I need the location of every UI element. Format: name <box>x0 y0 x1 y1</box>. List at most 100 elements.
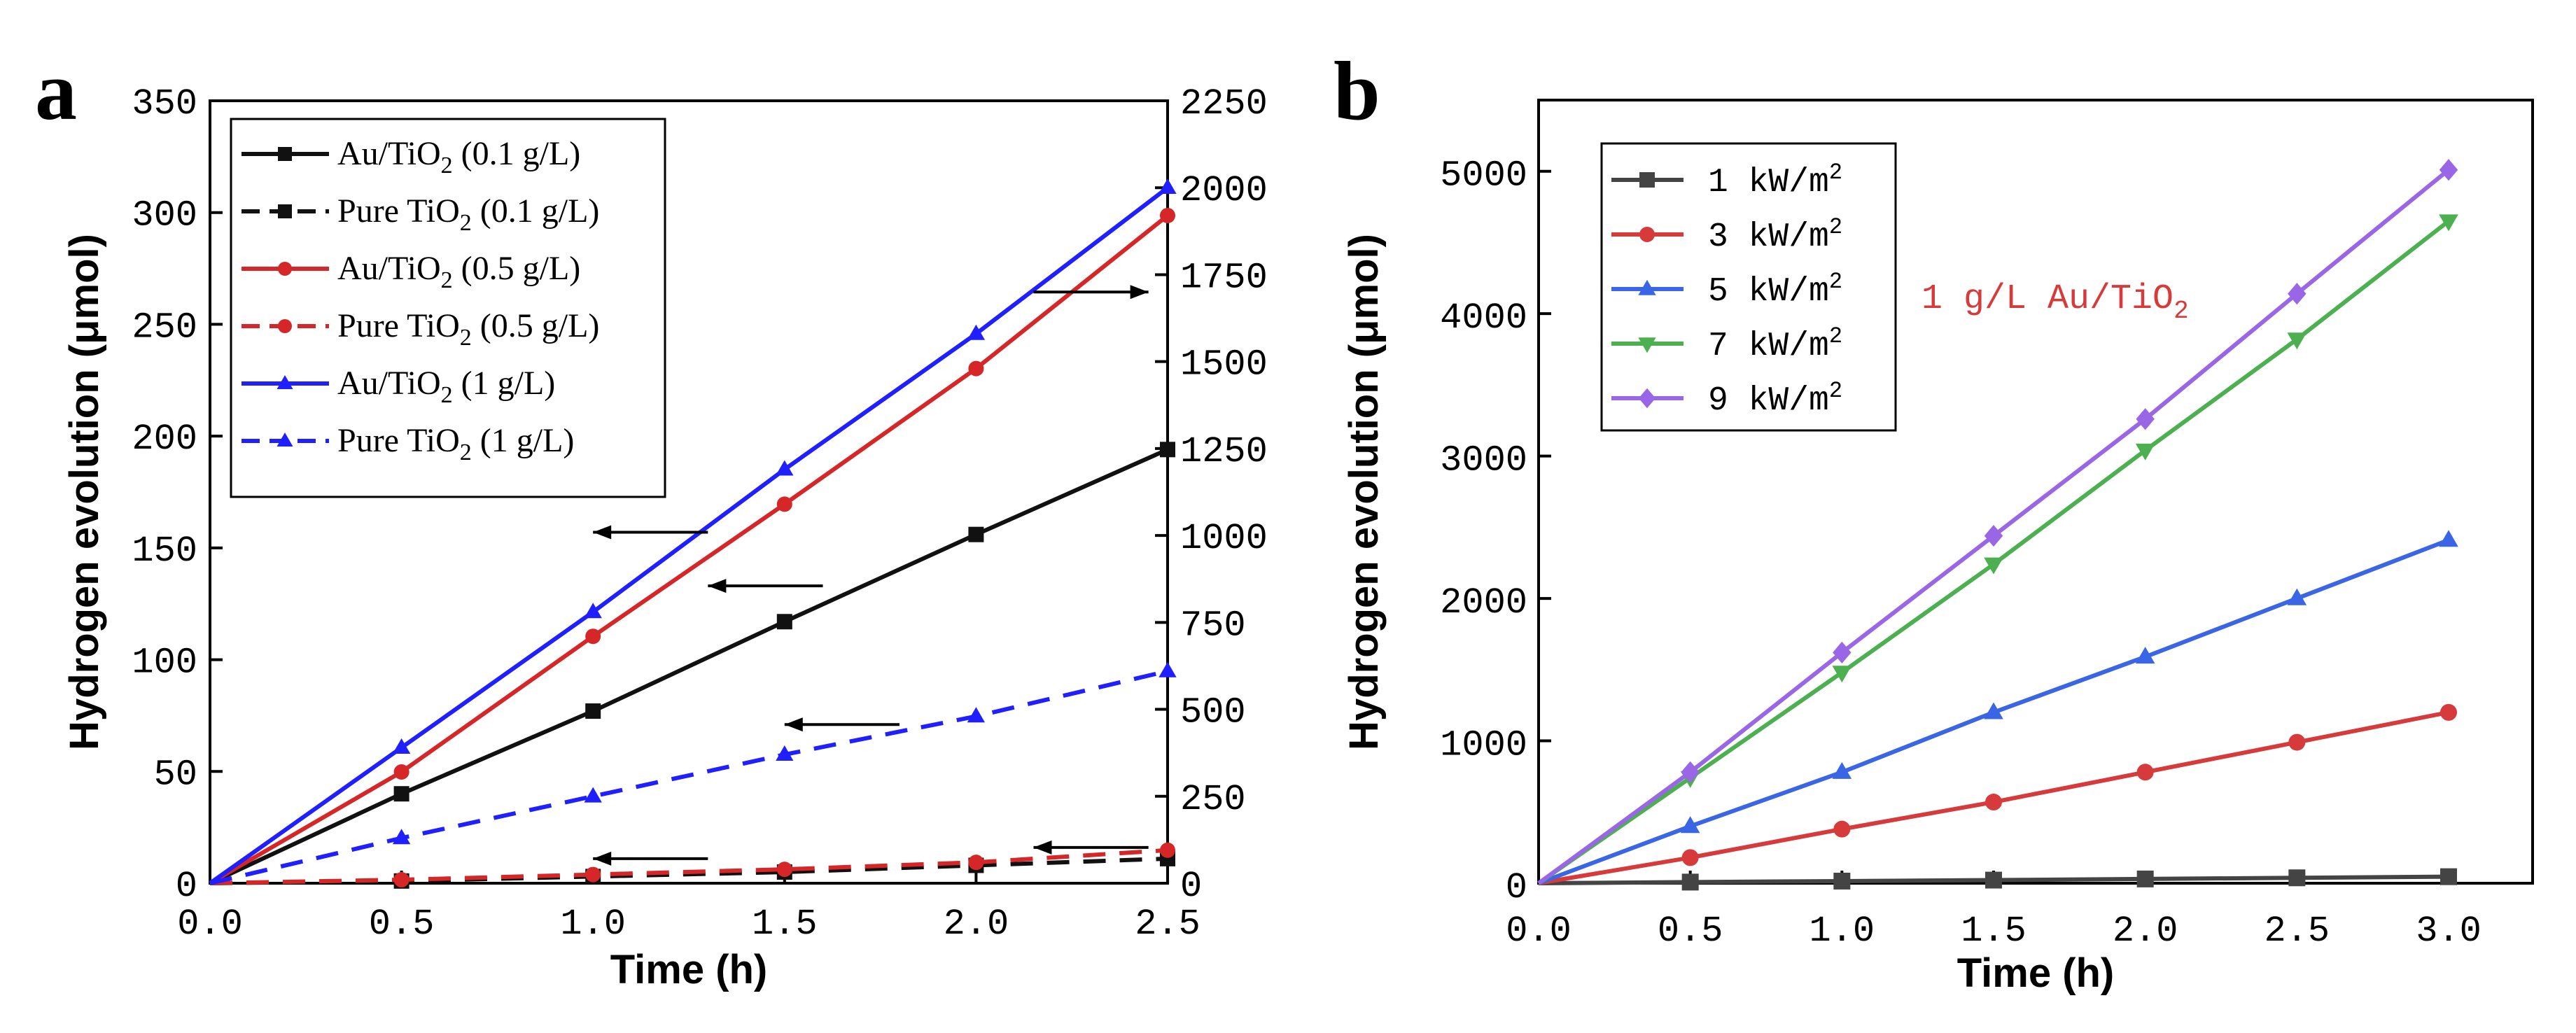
panel-a-arrow-right <box>1033 285 1149 300</box>
panel-a-arrow-left <box>593 851 708 866</box>
panel-a-data-point <box>968 526 984 542</box>
panel-a-legend-marker <box>278 262 292 276</box>
panel-b-series-0 <box>1538 868 2457 891</box>
panel-b-data-point <box>1985 871 2002 889</box>
panel-b-data-point <box>1833 820 1851 838</box>
panel-b-data-point <box>2440 868 2457 885</box>
panel-a-data-point <box>585 628 601 645</box>
panel-b-legend-marker <box>1639 227 1655 242</box>
panel-b-data-point <box>2288 733 2306 751</box>
panel-a-y-tick-label: 50 <box>154 754 197 795</box>
panel-a-data-point <box>585 703 601 719</box>
panel-a-legend-entry: Au/TiO2 (1 g/L) <box>241 365 555 408</box>
panel-a-series-line <box>209 668 1168 885</box>
panel-a-legend-label: Pure TiO2 (0.1 g/L) <box>337 192 599 236</box>
panel-b-label: b <box>1334 44 1380 137</box>
panel-a-legend-entry: Pure TiO2 (0.5 g/L) <box>241 307 599 351</box>
panel-a-y2-tick-label: 2250 <box>1180 83 1268 125</box>
panel-a-plot-frame <box>209 99 1169 885</box>
panel-b-data-point <box>2439 214 2458 232</box>
panel-a-arrow-left <box>784 717 899 732</box>
panel-a-y2-tick-label: 750 <box>1180 605 1246 646</box>
panel-b-x-tick-label: 3.0 <box>2416 911 2482 952</box>
panel-a-arrow-left <box>708 579 823 593</box>
panel-b-x-tick-label: 1.0 <box>1809 911 1875 952</box>
panel-a-y2-tick-label: 1750 <box>1180 257 1268 298</box>
panel-a-legend-entry: Au/TiO2 (0.1 g/L) <box>241 135 580 178</box>
panel-b-data-point <box>1832 666 1852 683</box>
panel-a-y-tick-label: 200 <box>132 419 197 460</box>
panel-b-data-point <box>1832 761 1852 779</box>
panel-b-data-point <box>1681 849 1699 866</box>
panel-b-data-point <box>1681 873 1699 891</box>
panel-a-series <box>209 178 1177 889</box>
panel-b-data-point <box>2287 332 2307 350</box>
panel-b-legend-marker <box>1639 172 1655 188</box>
panel-b-data-point <box>2439 530 2458 547</box>
panel-a-data-point <box>393 872 410 888</box>
panel-a-x-tick-label: 1.0 <box>560 904 626 945</box>
panel-b-legend-label: 9 kW/m2 <box>1708 378 1842 420</box>
panel-a-x-tick-label: 0.0 <box>177 904 243 945</box>
panel-a-y2-tick-label: 1500 <box>1180 344 1268 386</box>
panel-a-x-tick-label: 1.5 <box>752 904 818 945</box>
panel-b-data-point <box>1985 794 2002 811</box>
panel-a-legend-box <box>230 118 666 498</box>
panel-b-legend-label: 7 kW/m2 <box>1708 323 1842 365</box>
panel-a-legend-marker <box>278 319 292 333</box>
panel-a-y-label: Hydrogen evolution (μmol) <box>62 234 107 750</box>
panel-b-x-tick-label: 2.5 <box>2264 911 2330 952</box>
panel-a-data-point <box>776 862 792 878</box>
panel-a-data-point <box>776 745 794 761</box>
panel-a-series-line <box>209 447 1169 885</box>
panel-b-legend-entry: 5 kW/m2 <box>1611 269 1842 311</box>
panel-b: b 0.0 0.5 1.0 1.5 2.0 2.5 3.0 0 1000 2000 3000 400… <box>1334 44 2534 996</box>
panel-a-x-tick-label: 0.5 <box>369 904 435 945</box>
panel-a-data-point <box>967 324 986 340</box>
panel-b-data-point <box>1984 702 2003 719</box>
panel-b-data-point <box>2135 443 2155 461</box>
panel-b-series-2 <box>1537 530 2458 885</box>
panel-b-legend: 1 kW/m2 3 kW/m2 5 kW/m2 7 kW/m2 9 kW/m2 <box>1600 142 1897 432</box>
panel-a-y-tick-label: 100 <box>132 642 197 684</box>
panel-b-x-tick-label: 1.5 <box>1961 911 2026 952</box>
panel-b-y-tick-label: 1000 <box>1440 725 1527 766</box>
panel-a-data-point <box>776 496 792 512</box>
panel-a-y-tick-label: 350 <box>132 83 197 125</box>
panel-b-x-label: Time (h) <box>1957 950 2115 996</box>
panel-a-legend-entry: Pure TiO2 (1 g/L) <box>241 422 574 465</box>
panel-b-legend-label: 1 kW/m2 <box>1708 160 1842 202</box>
panel-b-legend-entry: 3 kW/m2 <box>1611 214 1842 256</box>
panel-a: a 0.0 0.5 1.0 1.5 2.0 2.5 0 50 100 150 200 250 300 3… <box>35 44 1268 992</box>
panel-a-series-line <box>209 185 1169 885</box>
panel-a-data-point <box>585 866 601 883</box>
panel-b-legend-label: 3 kW/m2 <box>1708 214 1842 256</box>
panel-a-data-point <box>393 786 410 802</box>
panel-a-y2-tick-label: 500 <box>1180 692 1246 733</box>
panel-b-legend-entry: 9 kW/m2 <box>1611 378 1842 420</box>
panel-a-data-point <box>393 764 410 780</box>
panel-b-series <box>1537 159 2458 891</box>
panel-a-data-point <box>392 738 411 754</box>
panel-a-data-point <box>968 360 984 377</box>
panel-b-data-point <box>1833 641 1851 664</box>
panel-a-data-point <box>392 829 411 845</box>
panel-a-y2-tick-label: 1000 <box>1180 518 1268 559</box>
panel-b-y-label: Hydrogen evolution (μmol) <box>1341 234 1387 750</box>
panel-a-data-point <box>968 855 984 871</box>
panel-b-y-tick-label: 2000 <box>1440 582 1527 624</box>
panel-b-data-point <box>1680 816 1700 834</box>
panel-a-y-tick-label: 250 <box>132 307 197 348</box>
panel-a-series-3 <box>209 842 1175 888</box>
panel-b-series-4 <box>1537 159 2458 885</box>
panel-b-series-1 <box>1538 703 2457 885</box>
panel-b-y-tick-label: 3000 <box>1440 440 1527 482</box>
panel-a-data-point <box>967 707 986 723</box>
panel-a-legend-label: Au/TiO2 (0.1 g/L) <box>337 135 580 178</box>
panel-b-data-point <box>1984 524 2003 547</box>
panel-b-data-point <box>2288 869 2306 887</box>
panel-a-data-point <box>1160 207 1175 223</box>
panel-a-y2-tick-label: 250 <box>1180 779 1246 820</box>
panel-a-x-tick-label: 2.5 <box>1135 904 1200 945</box>
panel-b-legend-entry: 1 kW/m2 <box>1611 160 1842 202</box>
